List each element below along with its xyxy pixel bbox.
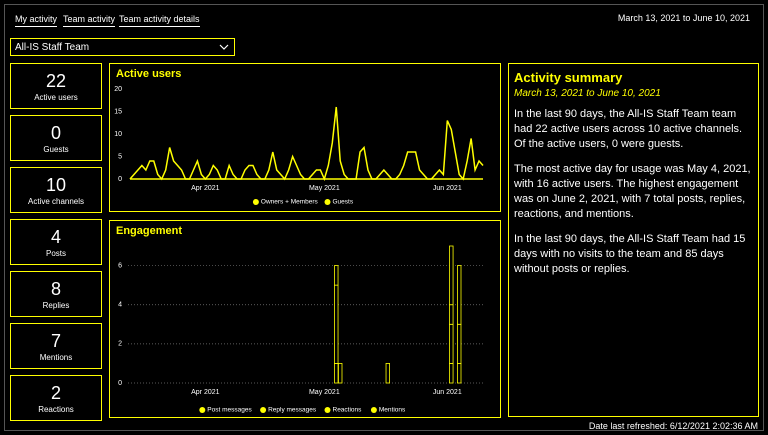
- bar-segment: [449, 323, 454, 364]
- kpi-card: 7 Mentions: [10, 323, 102, 369]
- x-tick-label: May 2021: [309, 185, 340, 192]
- y-tick-label: 6: [118, 262, 122, 269]
- x-tick-label: May 2021: [309, 389, 340, 396]
- kpi-card: 8 Replies: [10, 271, 102, 317]
- x-tick-label: Apr 2021: [191, 185, 220, 192]
- dropdown-value: All-IS Staff Team: [15, 42, 90, 53]
- chart-panel: Active users 0 5 10 15 20 Apr 2021 May 2021 Jun …: [109, 63, 501, 212]
- chart-title: Engagement: [116, 225, 182, 237]
- legend-label: Post messages: [207, 407, 252, 414]
- legend-marker: [252, 199, 259, 205]
- legend-marker: [199, 407, 206, 413]
- frame: [4, 4, 764, 431]
- kpi-value: 0: [50, 123, 61, 143]
- tab[interactable]: My activity: [15, 14, 58, 27]
- legend-label: Owners + Members: [261, 199, 319, 206]
- kpi-label: Mentions: [39, 353, 73, 362]
- y-tick-label: 4: [118, 302, 122, 309]
- kpi-label: Posts: [45, 249, 66, 258]
- chart-panel: Engagement 0 2 4 6 Apr 2021 May 2021 Jun 2021 Po…: [109, 220, 501, 418]
- y-tick-label: 15: [114, 108, 122, 115]
- chevron: [219, 44, 229, 50]
- kpi-label: Active channels: [27, 197, 85, 206]
- team-dropdown[interactable]: All-IS Staff Team: [10, 38, 235, 56]
- kpi-label: Active users: [34, 93, 78, 102]
- kpi-value: 8: [50, 279, 61, 299]
- summary-paragraph: In the last 90 days, the All-IS Staff Te…: [514, 233, 746, 275]
- kpi-card: 10 Active channels: [10, 167, 102, 213]
- summary-panel: Activity summary March 13, 2021 to June …: [508, 63, 759, 417]
- kpi-card: 0 Guests: [10, 115, 102, 161]
- tab[interactable]: Team activity details: [119, 14, 200, 27]
- x-tick-label: Jun 2021: [433, 389, 462, 396]
- y-tick-label: 2: [118, 341, 122, 348]
- y-tick-label: 0: [118, 176, 122, 183]
- bar-segment: [338, 363, 343, 384]
- kpi-card: 22 Active users: [10, 63, 102, 109]
- bar-segment: [457, 265, 462, 325]
- chart: Active users 0 5 10 15 20 Apr 2021 May 2021 Jun …: [114, 68, 484, 206]
- kpi-label: Reactions: [38, 405, 74, 414]
- legend-label: Mentions: [379, 407, 406, 414]
- y-tick-label: 10: [114, 131, 122, 138]
- kpi-value: 4: [50, 227, 61, 247]
- summary-title: Activity summary: [514, 70, 623, 85]
- y-tick-label: 0: [118, 380, 122, 387]
- legend-label: Reply messages: [268, 407, 317, 414]
- y-tick-label: 20: [114, 86, 122, 93]
- legend-marker: [370, 407, 377, 413]
- summary-paragraph: In the last 90 days, the All-IS Staff Te…: [514, 108, 743, 150]
- kpi-value: 2: [50, 383, 61, 403]
- kpi-card: 4 Posts: [10, 219, 102, 265]
- kpi-label: Guests: [43, 145, 69, 154]
- date-range: March 13, 2021 to June 10, 2021: [617, 13, 750, 23]
- bar-segment: [449, 304, 454, 325]
- legend-marker: [324, 407, 331, 413]
- x-tick-label: Jun 2021: [433, 185, 462, 192]
- y-tick-label: 5: [118, 153, 122, 160]
- kpi-value: 7: [50, 331, 61, 351]
- legend-marker: [324, 199, 331, 205]
- bar-segment: [385, 363, 391, 384]
- kpi-card: 2 Reactions: [10, 375, 102, 421]
- bar-segment: [449, 363, 454, 384]
- tab[interactable]: Team activity: [63, 14, 116, 27]
- summary-paragraph: The most active day for usage was May 4,…: [514, 163, 751, 220]
- chart: Engagement 0 2 4 6 Apr 2021 May 2021 Jun 2021 Po…: [116, 225, 485, 414]
- kpi-value: 10: [45, 175, 67, 195]
- kpi-value: 22: [45, 71, 67, 91]
- summary-subtitle: March 13, 2021 to June 10, 2021: [514, 88, 661, 99]
- bar-segment: [334, 265, 339, 286]
- bar-segment: [457, 323, 462, 364]
- bar-segment: [334, 363, 339, 384]
- x-tick-label: Apr 2021: [191, 389, 220, 396]
- bar-segment: [334, 284, 339, 364]
- summary-body: In the last 90 days, the All-IS Staff Te…: [514, 107, 753, 277]
- bar-segment: [457, 363, 462, 384]
- bar-segment: [449, 245, 454, 306]
- legend-marker: [260, 407, 267, 413]
- kpi-label: Replies: [42, 301, 70, 310]
- refresh-date: Date last refreshed: 6/12/2021 2:02:36 A…: [588, 421, 758, 431]
- chart-title: Active users: [116, 68, 181, 80]
- legend-label: Guests: [333, 199, 354, 206]
- legend-label: Reactions: [333, 407, 363, 414]
- line: [129, 106, 484, 182]
